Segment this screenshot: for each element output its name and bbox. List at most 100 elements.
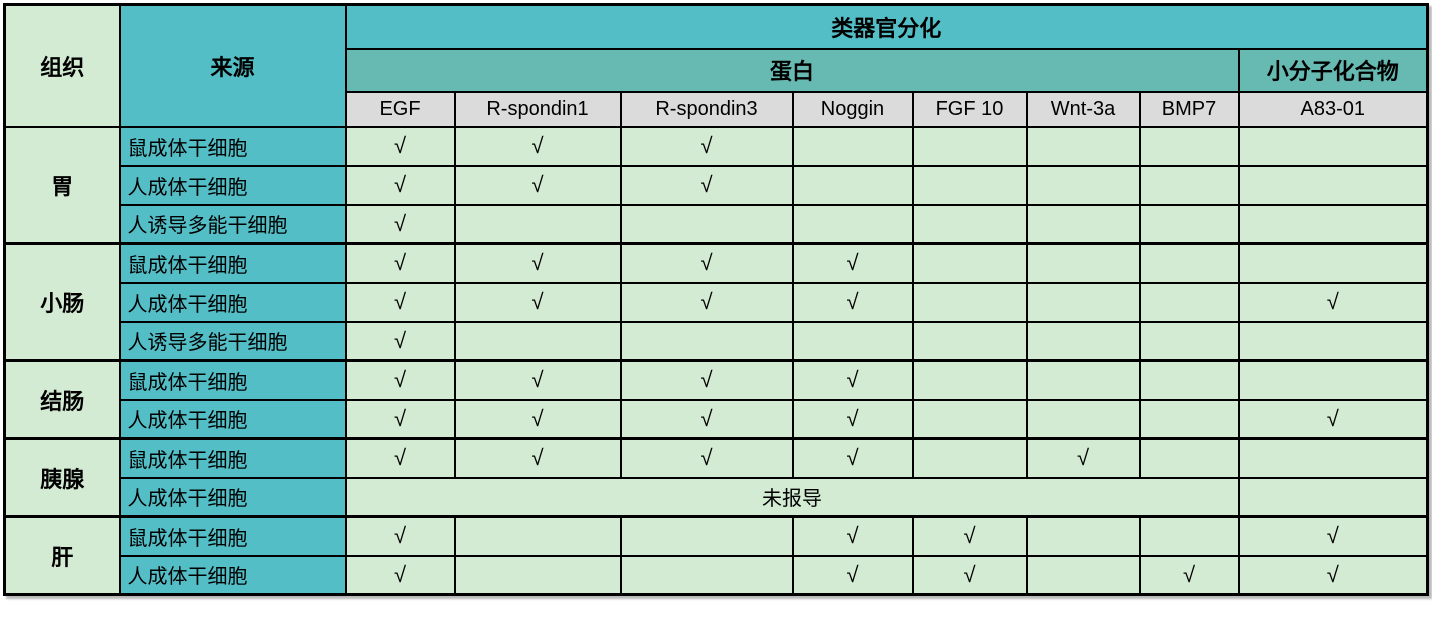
check-cell-checked: √: [791, 554, 914, 596]
factor-header-a83-01: A83-01: [1237, 90, 1429, 128]
check-cell-checked: √: [453, 125, 622, 167]
table-row: 人诱导多能干细胞 √: [5, 203, 1429, 245]
check-cell-empty: [911, 164, 1028, 206]
check-cell-empty: [911, 437, 1028, 479]
not-reported-cell: 未报导: [344, 476, 1240, 518]
check-cell-empty: [911, 359, 1028, 401]
header-row-2: 蛋白 小分子化合物: [5, 47, 1429, 93]
check-cell-checked: √: [791, 437, 914, 479]
table-row: 肝鼠成体干细胞 √ √ √ √: [3, 515, 1429, 596]
check-cell-checked: √: [619, 437, 794, 479]
factor-header-fgf-10: FGF 10: [911, 90, 1028, 128]
table-row: 胰腺 鼠成体干细胞 √ √ √ √ √: [3, 437, 1429, 518]
check-cell-empty: [1138, 281, 1240, 323]
check-cell-checked: √: [344, 437, 456, 479]
check-cell-empty: [791, 164, 914, 206]
source-cell: 鼠成体干细胞: [118, 359, 347, 401]
source-cell: 人成体干细胞: [118, 554, 347, 596]
check-cell-empty: [1138, 320, 1240, 362]
tissue-cell: 胰腺: [3, 437, 121, 518]
check-cell-checked: √: [344, 125, 456, 167]
table-row: 小肠 鼠成体干细胞 √ √ √ √: [3, 242, 1429, 362]
check-cell-checked: √: [1237, 554, 1429, 596]
organoid-differentiation-table: 组织 来源 类器官分化 蛋白 小分子化合物 EGF R-spondin1 R-spo…: [3, 3, 1430, 596]
check-cell-empty: [1237, 320, 1429, 362]
check-cell-checked: √: [1237, 515, 1429, 557]
check-cell-checked: √: [453, 164, 622, 206]
check-cell-empty: [619, 515, 794, 557]
factor-header-r-spondin1: R-spondin1: [453, 90, 622, 128]
source-cell: 人诱导多能干细胞: [118, 203, 347, 245]
factor-header-row: EGF R-spondin1 R-spondin3 Noggin FGF 10 Wnt-3…: [5, 90, 1429, 128]
check-cell-checked: √: [619, 242, 794, 284]
factor-header-egf: EGF: [344, 90, 456, 128]
check-cell-checked: √: [619, 398, 794, 440]
table-row: 结肠 鼠成体干细胞 √ √ √ √: [3, 359, 1429, 440]
check-cell-checked: √: [911, 554, 1028, 596]
check-cell-empty: [1025, 320, 1141, 362]
check-cell-empty: [1138, 242, 1240, 284]
check-cell-empty: [911, 320, 1028, 362]
check-cell-empty: [911, 242, 1028, 284]
table-row: 人成体干细胞 √ √ √ √ √: [5, 554, 1429, 596]
check-cell-checked: √: [344, 359, 456, 401]
check-cell-empty: [1025, 242, 1141, 284]
check-cell-checked: √: [344, 281, 456, 323]
check-cell-empty: [1025, 281, 1141, 323]
check-cell-empty: [1138, 164, 1240, 206]
check-cell-empty: [1237, 437, 1429, 479]
check-cell-empty: [1138, 515, 1240, 557]
check-cell-checked: √: [453, 281, 622, 323]
table-row: 人成体干细胞 √ √ √: [5, 164, 1429, 206]
source-cell: 人成体干细胞: [118, 164, 347, 206]
check-cell-checked: √: [344, 203, 456, 245]
factor-header-noggin: Noggin: [791, 90, 914, 128]
check-cell-checked: √: [344, 515, 456, 557]
check-cell-empty: [619, 554, 794, 596]
check-cell-empty: [1025, 359, 1141, 401]
header-row-1: 组织 来源 类器官分化: [3, 3, 1429, 128]
source-cell: 人成体干细胞: [118, 281, 347, 323]
tissue-cell: 结肠: [3, 359, 121, 440]
check-cell-empty: [1025, 125, 1141, 167]
header-differentiation: 类器官分化: [344, 3, 1429, 50]
check-cell-empty: [791, 320, 914, 362]
check-cell-empty: [1025, 515, 1141, 557]
header-protein: 蛋白: [344, 47, 1240, 93]
check-cell-checked: √: [344, 554, 456, 596]
check-cell-checked: √: [911, 515, 1028, 557]
check-cell-empty: [453, 320, 622, 362]
table-row: 人成体干细胞 √ √ √ √ √: [5, 281, 1429, 323]
check-cell-checked: √: [791, 359, 914, 401]
check-cell-empty: [1138, 203, 1240, 245]
check-cell-checked: √: [344, 164, 456, 206]
tissue-cell: 小肠: [3, 242, 121, 362]
factor-header-bmp7: BMP7: [1138, 90, 1240, 128]
check-cell-empty: [791, 203, 914, 245]
check-cell-empty: [453, 515, 622, 557]
check-cell-empty: [791, 125, 914, 167]
tissue-cell: 胃: [3, 125, 121, 245]
source-cell: 鼠成体干细胞: [118, 242, 347, 284]
check-cell-checked: √: [1237, 281, 1429, 323]
source-cell: 鼠成体干细胞: [118, 515, 347, 557]
check-cell-checked: √: [1025, 437, 1141, 479]
table-row: 人诱导多能干细胞 √: [5, 320, 1429, 362]
check-cell-checked: √: [619, 359, 794, 401]
factor-header-wnt-3a: Wnt-3a: [1025, 90, 1141, 128]
check-cell-checked: √: [791, 515, 914, 557]
check-cell-checked: √: [453, 359, 622, 401]
check-cell-checked: √: [619, 164, 794, 206]
header-small-molecule: 小分子化合物: [1237, 47, 1429, 93]
check-cell-empty: [619, 203, 794, 245]
check-cell-checked: √: [1138, 554, 1240, 596]
check-cell-empty: [911, 281, 1028, 323]
check-cell-empty: [911, 398, 1028, 440]
check-cell-checked: √: [791, 398, 914, 440]
check-cell-empty: [1025, 164, 1141, 206]
tissue-cell: 肝: [3, 515, 121, 596]
check-cell-checked: √: [619, 281, 794, 323]
check-cell-checked: √: [453, 242, 622, 284]
check-cell-empty: [1237, 476, 1429, 518]
check-cell-empty: [1138, 398, 1240, 440]
